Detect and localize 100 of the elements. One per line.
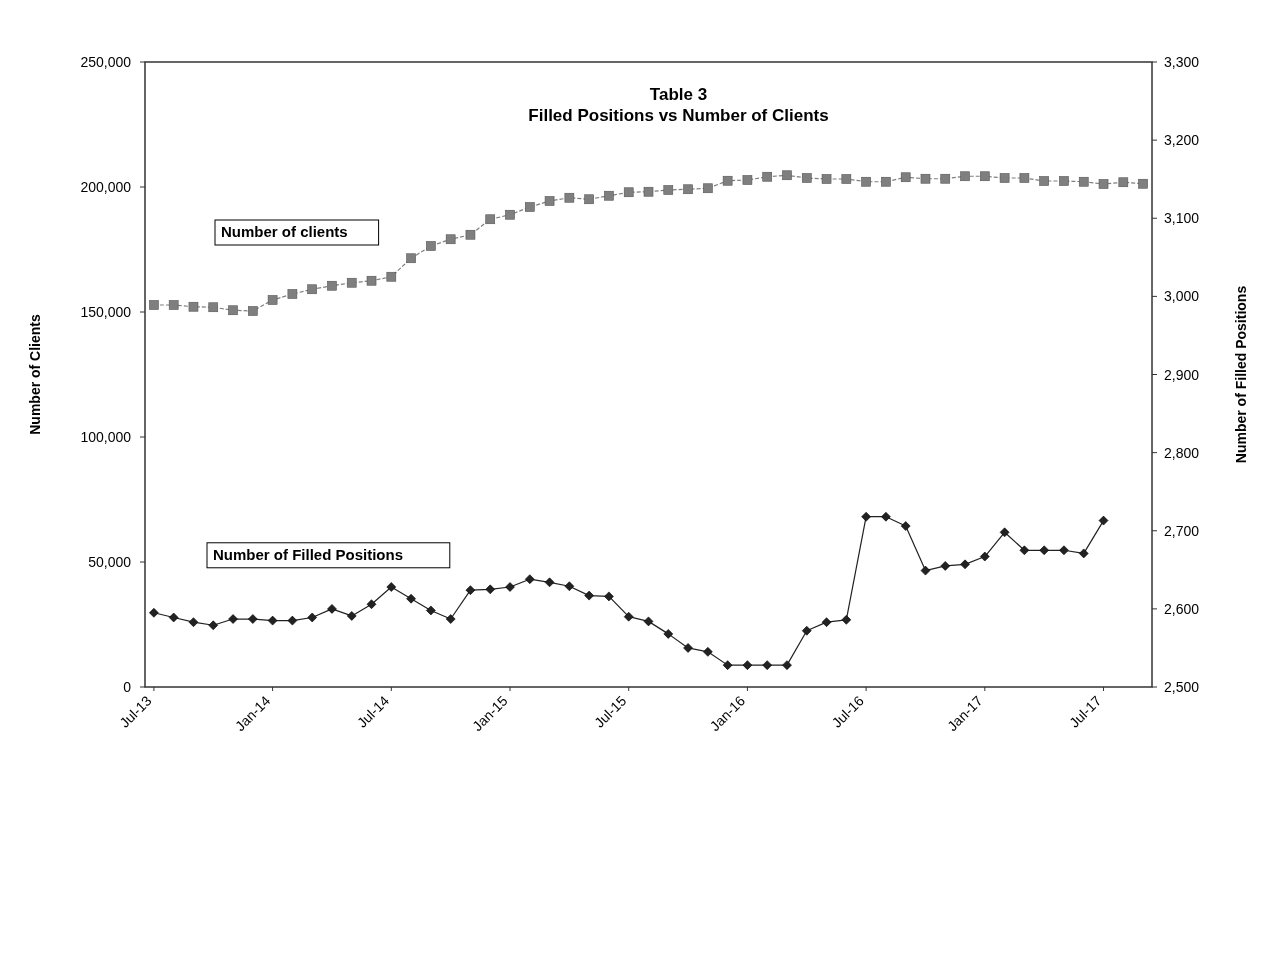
text: Number of clients [221,223,348,240]
point [683,643,693,653]
point [703,647,713,657]
y2-tick-label: 3,200 [1164,132,1200,149]
point [188,617,199,627]
point [663,629,674,639]
point [465,585,476,595]
y2-tick-label: 2,900 [1164,366,1200,383]
point [544,577,555,588]
point [307,612,317,623]
point [287,289,298,299]
point [881,176,891,187]
point [801,173,812,183]
point [960,171,970,182]
y2-tick-label: 2,500 [1164,679,1200,695]
point [1138,178,1148,189]
point [1078,548,1089,559]
point [900,521,911,531]
y2-tick-label: 2,800 [1164,444,1200,461]
point [1039,545,1049,556]
point [841,174,852,184]
point [525,202,535,212]
point [861,176,871,187]
point [505,209,515,220]
point [564,192,575,203]
point [940,561,951,571]
y2-tick-label: 3,300 [1164,54,1200,70]
point [564,581,575,592]
point [703,183,713,194]
point [762,660,772,670]
point [584,194,594,205]
y-tick-label: 250,000 [80,54,132,70]
point [485,214,496,225]
point [604,591,614,602]
point [406,253,416,264]
point [287,615,298,626]
y2-tick-label: 3,100 [1164,210,1200,227]
point [208,302,219,313]
series-label: Number of Filled Positions [213,545,404,563]
point [584,590,594,601]
y-tick-label: 50,000 [88,554,132,570]
point [643,186,654,197]
point [267,295,278,305]
point [406,593,416,604]
point [208,620,219,631]
point [604,190,614,201]
point [149,607,159,618]
y-tick-label: 100,000 [80,429,132,445]
point [782,170,792,181]
point [1019,545,1030,556]
point [683,184,693,195]
point [999,173,1010,183]
y-tick-label: 0 [123,679,132,695]
y-axis-title: Number of Clients [27,314,43,435]
point [1078,176,1089,187]
point [643,616,654,627]
point [327,604,337,614]
point [742,175,753,185]
point [168,612,179,623]
point [248,614,258,624]
point [980,171,990,182]
point [821,617,832,627]
y2-tick-label: 3,000 [1164,288,1200,305]
point [722,660,733,670]
y2-tick-label: 2,700 [1164,522,1200,539]
point [366,275,377,286]
point [1039,176,1049,186]
point [801,625,812,636]
point [307,284,317,295]
point [1059,545,1069,556]
point [544,196,555,206]
y2-axis-title: Number of Filled Positions [1233,285,1249,464]
y-tick-label: 150,000 [80,304,132,320]
point [149,300,159,310]
point [999,527,1010,538]
point [1098,515,1109,526]
point [525,574,535,584]
point [445,234,456,245]
point [722,175,733,186]
point [327,280,337,291]
text: Table 3 [649,85,708,104]
point [505,582,515,592]
y-tick-label: 200,000 [80,179,132,195]
point [1019,173,1030,183]
point [980,551,990,562]
point [841,615,852,625]
point [821,174,832,184]
point [465,229,476,240]
point [366,599,377,609]
point [426,241,436,251]
point [228,614,238,624]
point [623,611,634,622]
point [248,306,258,316]
point [426,605,436,616]
point [1059,176,1069,186]
y2-tick-label: 2,600 [1164,600,1200,617]
point [1098,179,1109,189]
point [881,511,891,522]
point [623,187,634,198]
point [346,277,357,288]
